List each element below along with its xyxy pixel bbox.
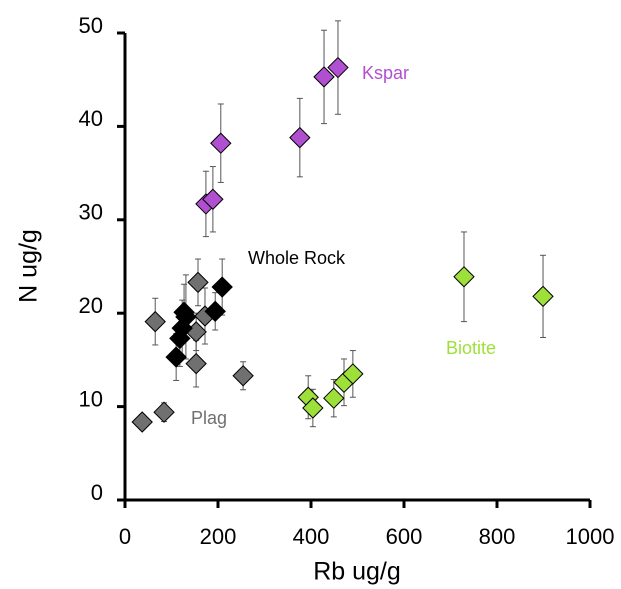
x-axis-label: Rb ug/g: [313, 558, 401, 586]
series-label: Biotite: [446, 338, 496, 358]
marker: [302, 397, 324, 419]
y-axis-label: N ug/g: [15, 229, 43, 303]
marker: [185, 352, 207, 375]
marker: [204, 300, 226, 323]
y-tick-label: 0: [91, 480, 103, 505]
marker: [153, 401, 175, 423]
y-tick-label: 30: [79, 200, 103, 225]
y-tick-label: 10: [79, 386, 103, 411]
marker: [210, 132, 232, 154]
marker: [211, 276, 233, 298]
y-tick-label: 40: [79, 106, 103, 131]
x-tick-label: 600: [386, 524, 423, 549]
marker: [342, 363, 364, 385]
marker: [453, 266, 475, 288]
x-tick-label: 200: [200, 524, 237, 549]
marker: [165, 346, 187, 368]
series-label: Kspar: [362, 63, 409, 83]
x-tick-label: 400: [293, 524, 330, 549]
marker: [232, 365, 254, 387]
marker: [323, 387, 345, 409]
marker: [144, 310, 166, 333]
x-tick-label: 1000: [566, 524, 615, 549]
x-tick-label: 0: [119, 524, 131, 549]
marker: [327, 56, 349, 79]
marker: [131, 411, 153, 433]
y-tick-label: 20: [79, 293, 103, 318]
x-tick-label: 800: [479, 524, 516, 549]
marker: [173, 301, 195, 323]
y-tick-label: 50: [79, 13, 103, 38]
marker: [532, 285, 554, 308]
marker: [202, 188, 224, 210]
series-label: Whole Rock: [248, 248, 346, 268]
marker: [289, 126, 311, 149]
marker: [187, 271, 209, 294]
series-label: Plag: [191, 408, 227, 428]
marker: [313, 66, 335, 88]
